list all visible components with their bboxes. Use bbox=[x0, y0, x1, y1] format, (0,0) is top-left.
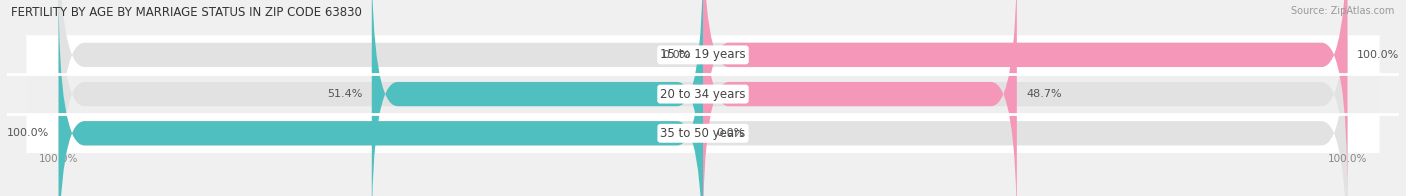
FancyBboxPatch shape bbox=[27, 114, 1379, 153]
Legend: Married, Unmarried: Married, Unmarried bbox=[630, 193, 776, 196]
FancyBboxPatch shape bbox=[27, 35, 1379, 74]
Text: 100.0%: 100.0% bbox=[7, 128, 49, 138]
Text: Source: ZipAtlas.com: Source: ZipAtlas.com bbox=[1291, 6, 1395, 16]
FancyBboxPatch shape bbox=[59, 0, 1347, 196]
Text: 15 to 19 years: 15 to 19 years bbox=[661, 48, 745, 61]
Text: 48.7%: 48.7% bbox=[1026, 89, 1062, 99]
FancyBboxPatch shape bbox=[703, 0, 1017, 196]
FancyBboxPatch shape bbox=[59, 0, 703, 196]
FancyBboxPatch shape bbox=[59, 0, 1347, 196]
Text: 100.0%: 100.0% bbox=[1357, 50, 1399, 60]
Text: FERTILITY BY AGE BY MARRIAGE STATUS IN ZIP CODE 63830: FERTILITY BY AGE BY MARRIAGE STATUS IN Z… bbox=[11, 6, 363, 19]
Text: 0.0%: 0.0% bbox=[716, 128, 744, 138]
Text: 35 to 50 years: 35 to 50 years bbox=[661, 127, 745, 140]
Text: 20 to 34 years: 20 to 34 years bbox=[661, 88, 745, 101]
FancyBboxPatch shape bbox=[59, 0, 1347, 196]
FancyBboxPatch shape bbox=[27, 74, 1379, 114]
Text: 0.0%: 0.0% bbox=[662, 50, 690, 60]
FancyBboxPatch shape bbox=[703, 0, 1347, 196]
FancyBboxPatch shape bbox=[371, 0, 703, 196]
Text: 51.4%: 51.4% bbox=[326, 89, 363, 99]
